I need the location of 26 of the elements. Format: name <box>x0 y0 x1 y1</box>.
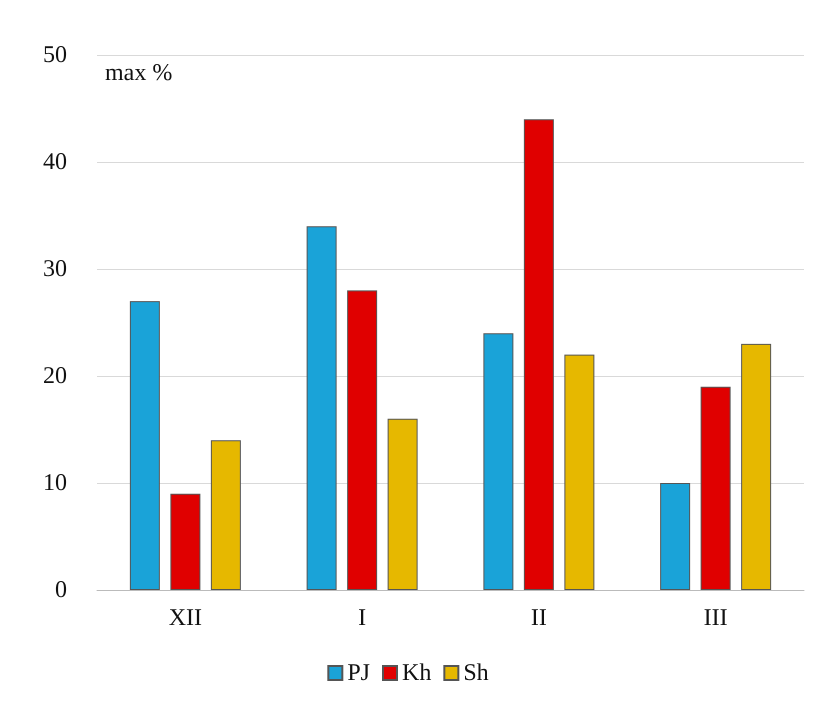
bar <box>388 418 418 590</box>
bar <box>483 333 514 590</box>
bar <box>347 290 378 590</box>
bar <box>210 440 241 590</box>
bar <box>700 386 731 590</box>
y-tick-label: 40 <box>43 149 67 175</box>
x-tick-label: II <box>530 605 547 631</box>
x-tick-label: I <box>358 605 366 631</box>
bar <box>741 344 772 590</box>
bar <box>564 354 594 590</box>
bar <box>524 119 554 590</box>
y-tick-label: 30 <box>43 256 67 282</box>
bar <box>130 301 160 590</box>
legend-label: Sh <box>463 660 489 686</box>
y-tick-label: 10 <box>43 470 67 496</box>
y-tick-label: 20 <box>43 363 67 389</box>
legend-label: Kh <box>402 660 432 686</box>
y-tick-label: 0 <box>55 577 67 603</box>
y-axis-title: max % <box>105 60 172 86</box>
bar <box>170 494 200 590</box>
y-tick-label: 50 <box>43 42 67 68</box>
bar <box>660 483 690 590</box>
x-tick-label: XII <box>168 605 202 631</box>
x-tick-label: III <box>704 605 728 631</box>
legend-label: PJ <box>347 660 370 686</box>
bar <box>306 226 337 590</box>
